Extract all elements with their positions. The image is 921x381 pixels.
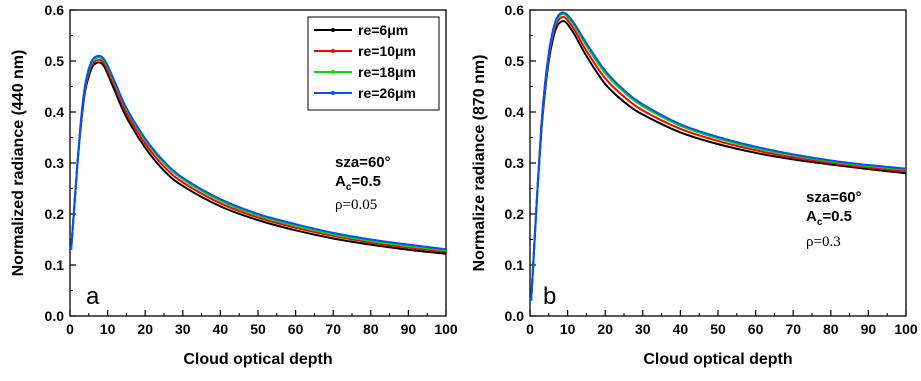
legend-box [307, 16, 440, 111]
x-tick-label-b-90: 90 [861, 321, 877, 337]
legend-label-1: re=10μm [358, 43, 416, 59]
y-axis-label-a: Normalized radiance (440 nm) [10, 50, 27, 277]
series-line-a-3 [70, 54, 447, 251]
legend-items: re=6μm re=10μm re=18μm re=26μm [314, 22, 416, 101]
y-tick-label-a-0.0: 0.0 [45, 308, 65, 324]
y-tick-label-b-0.3: 0.3 [505, 155, 525, 171]
x-tick-label-a-100: 100 [434, 321, 458, 337]
legend-marker-2 [331, 70, 335, 74]
curves-b [530, 11, 907, 301]
x-tick-label-b-100: 100 [894, 321, 918, 337]
ac-annotation-a: Ac=0.5 [335, 173, 381, 193]
y-tick-label-b-0.1: 0.1 [505, 257, 525, 273]
x-tick-label-b-40: 40 [673, 321, 689, 337]
legend-marker-1 [331, 49, 335, 53]
panel-letter-b: b [543, 283, 556, 310]
y-tick-label-b-0.6: 0.6 [505, 2, 525, 18]
panel-letter-a: a [86, 283, 100, 310]
x-tick-label-b-50: 50 [710, 321, 726, 337]
ac-sub-a: c [346, 182, 352, 193]
curves-a [70, 54, 447, 255]
x-axis-label-b: Cloud optical depth [643, 351, 792, 368]
x-tick-label-a-40: 40 [213, 321, 229, 337]
x-tick-label-a-50: 50 [250, 321, 266, 337]
rho-annotation-a: ρ=0.05 [335, 197, 377, 213]
ac-sub-b: c [817, 217, 823, 228]
legend-label-2: re=18μm [358, 64, 416, 80]
ac-main-b: A [806, 208, 817, 225]
legend-label-3: re=26μm [358, 85, 416, 101]
x-tick-label-a-60: 60 [288, 321, 304, 337]
y-tick-label-b-0.4: 0.4 [505, 104, 525, 120]
y-axis-label-b: Normalize radiance (870 nm) [471, 55, 488, 272]
x-tick-label-b-10: 10 [560, 321, 576, 337]
y-tick-label-b-0.0: 0.0 [505, 308, 525, 324]
y-tick-label-a-0.3: 0.3 [45, 155, 65, 171]
rho-annotation-b: ρ=0.3 [806, 234, 841, 250]
y-tick-label-a-0.4: 0.4 [45, 104, 65, 120]
legend-marker-0 [331, 28, 335, 32]
x-tick-label-a-10: 10 [100, 321, 116, 337]
sza-annotation-a: sza=60° [335, 154, 391, 171]
y-tick-label-a-0.2: 0.2 [45, 206, 65, 222]
x-tick-label-b-60: 60 [748, 321, 764, 337]
ticks-b: 0 10 20 30 40 50 60 70 80 90 100 0.0 0.1 0.2 0.3 0.4 0.5… [505, 2, 918, 337]
x-tick-label-a-20: 20 [137, 321, 153, 337]
y-tick-label-a-0.5: 0.5 [45, 53, 65, 69]
sza-annotation-b: sza=60° [806, 189, 862, 206]
x-tick-label-b-20: 20 [597, 321, 613, 337]
x-tick-label-a-80: 80 [363, 321, 379, 337]
x-tick-label-b-70: 70 [785, 321, 801, 337]
series-line-b-1 [530, 16, 907, 301]
ac-annotation-b: Ac=0.5 [806, 208, 852, 228]
x-axis-label-a: Cloud optical depth [183, 351, 332, 368]
x-tick-label-b-0: 0 [526, 321, 534, 337]
ticks-a: 0 10 20 30 40 50 60 70 80 90 100 0.0 0.1 0.2 0.3 0.4 0.5… [45, 2, 458, 337]
panel-b: 0 10 20 30 40 50 60 70 80 90 100 0.0 0.1 0.2 0.3 0.4 0.5… [471, 2, 918, 368]
x-tick-label-a-90: 90 [401, 321, 417, 337]
x-tick-label-b-30: 30 [635, 321, 651, 337]
series-line-b-3 [530, 11, 907, 301]
legend-marker-3 [331, 91, 335, 95]
x-tick-label-a-70: 70 [325, 321, 341, 337]
y-tick-label-a-0.6: 0.6 [45, 2, 65, 18]
legend: re=6μm re=10μm re=18μm re=26μm [307, 16, 440, 111]
y-tick-label-b-0.5: 0.5 [505, 53, 525, 69]
panel-a: 0 10 20 30 40 50 60 70 80 90 100 0.0 0.1 0.2 0.3 0.4 0.5… [10, 2, 458, 368]
ac-val-a: =0.5 [351, 173, 381, 190]
x-tick-label-a-30: 30 [175, 321, 191, 337]
legend-label-0: re=6μm [358, 22, 408, 38]
y-tick-label-a-0.1: 0.1 [45, 257, 65, 273]
y-tick-label-b-0.2: 0.2 [505, 206, 525, 222]
ac-main-a: A [335, 173, 346, 190]
x-tick-label-b-80: 80 [823, 321, 839, 337]
series-line-b-0 [530, 20, 907, 301]
ac-val-b: =0.5 [822, 208, 852, 225]
x-tick-label-a-0: 0 [66, 321, 74, 337]
